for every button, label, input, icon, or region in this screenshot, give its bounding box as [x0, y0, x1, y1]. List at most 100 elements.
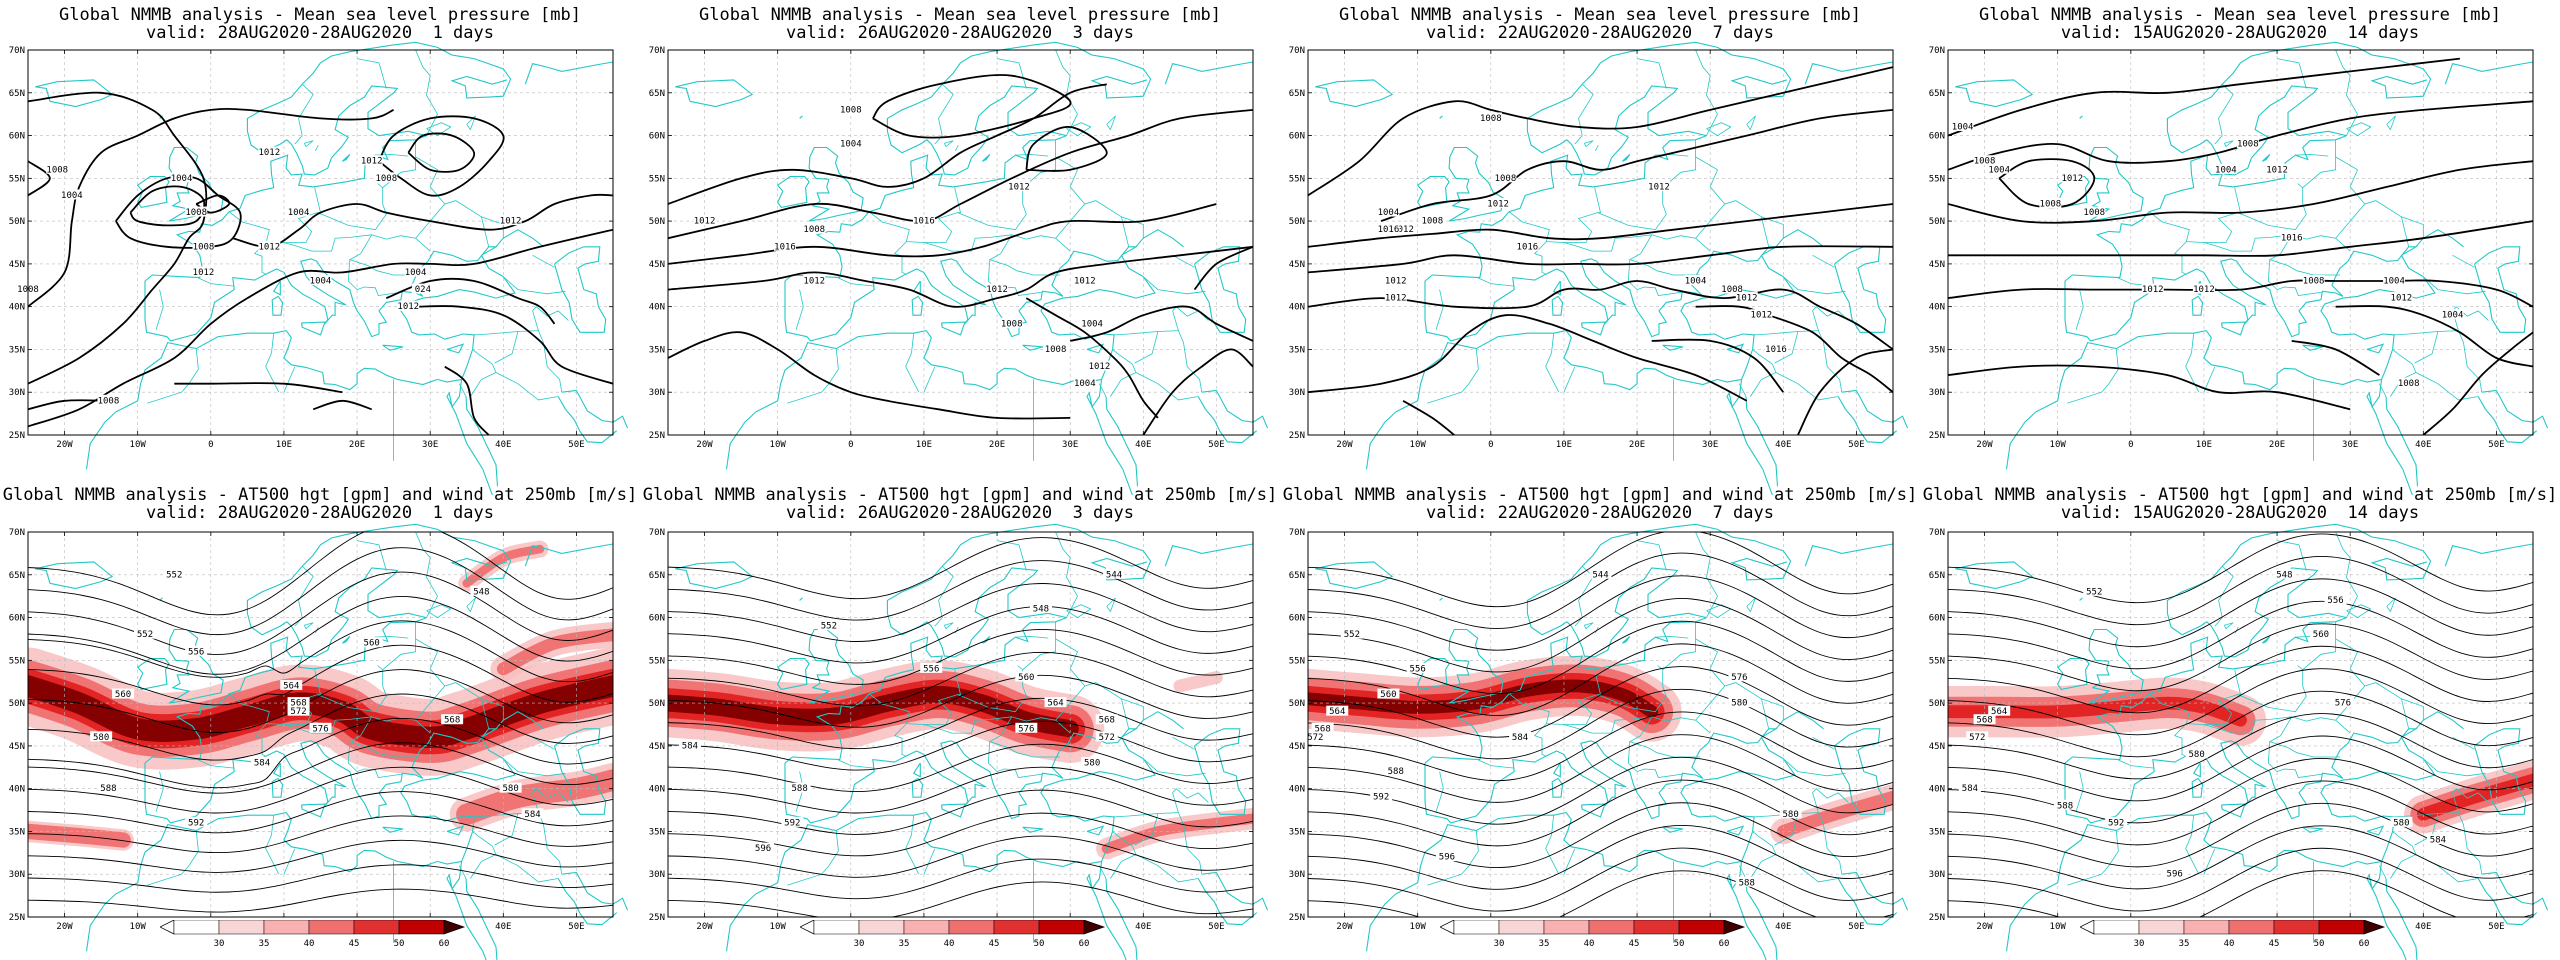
lat-tick-label: 40N	[1929, 785, 1945, 795]
colorbar-label: 40	[944, 939, 955, 949]
contour-label: 1004	[1685, 277, 1707, 287]
contour-label: 1008	[1721, 285, 1743, 295]
map-frame	[27, 531, 614, 918]
lon-tick-label: 20W	[1976, 440, 1993, 450]
lon-tick-label: 30E	[1062, 440, 1078, 450]
contour-label: 580	[1731, 699, 1747, 709]
contour-label: 584	[2430, 836, 2446, 846]
colorbar: 30 35 40 45 50 60	[1440, 920, 1746, 949]
contour-label: 1008	[2040, 200, 2062, 210]
colorbar-label: 40	[1584, 939, 1595, 949]
contour-label: 1008	[193, 242, 215, 252]
lon-tick-label: 40E	[1775, 922, 1791, 932]
contour-label: 1008	[2398, 379, 2420, 389]
contour-label: 1012	[2142, 285, 2164, 295]
contour-label: 1012	[258, 148, 280, 158]
contour-label: 1008	[803, 225, 825, 235]
lon-tick-label: 30E	[422, 440, 438, 450]
lon-tick-label: 10E	[1556, 440, 1572, 450]
lat-tick-label: 60N	[1289, 132, 1305, 142]
panel-subtitle: valid: 15AUG2020-28AUG2020 14 days	[2060, 23, 2420, 43]
colorbar-label: 60	[439, 939, 450, 949]
lat-tick-label: 65N	[649, 571, 665, 581]
colorbar-label: 45	[1629, 939, 1640, 949]
contour-label: 572	[1307, 733, 1323, 743]
lat-tick-label: 70N	[649, 46, 665, 56]
contour-lines	[668, 74, 1253, 435]
contour-label: 584	[524, 810, 540, 820]
map-canvas: 1008100410081012101210081012101610161012…	[1289, 41, 1909, 496]
lon-tick-label: 40E	[2415, 922, 2431, 932]
panel-subtitle: valid: 22AUG2020-28AUG2020 7 days	[1426, 503, 1774, 523]
lon-tick-label: 0	[208, 440, 213, 450]
contour-lines	[28, 91, 613, 435]
contour-label: 580	[2188, 750, 2204, 760]
contour-label: 572	[1099, 733, 1115, 743]
lat-tick-label: 55N	[1929, 174, 1945, 184]
lat-tick-label: 30N	[1929, 388, 1945, 398]
lat-tick-label: 25N	[649, 431, 665, 441]
lat-tick-label: 65N	[649, 89, 665, 99]
contour-label: 1004	[2215, 165, 2237, 175]
lat-tick-label: 60N	[1929, 614, 1945, 624]
graticule	[668, 50, 1253, 435]
contour-label: 1012	[1736, 294, 1758, 304]
contour-label: 580	[1084, 759, 1100, 769]
lat-tick-label: 45N	[1929, 260, 1945, 270]
contour-label: 568	[1314, 724, 1330, 734]
contour-label: 1016	[2281, 234, 2303, 244]
contour-label: 564	[1329, 707, 1345, 717]
contour-label: 552	[821, 622, 837, 632]
contour-label: 1012	[258, 242, 280, 252]
lat-tick-label: 35N	[9, 345, 25, 355]
colorbar-label: 35	[259, 939, 270, 949]
contour-lines	[1948, 57, 2533, 435]
colorbar-label: 50	[2314, 939, 2325, 949]
lon-tick-label: 20W	[696, 440, 713, 450]
colorbar-label: 30	[854, 939, 865, 949]
map-panel-mslp-1d: Global NMMB analysis - Mean sea level pr…	[0, 0, 640, 496]
map-frame	[1307, 49, 1894, 436]
contour-label: 584	[682, 741, 698, 751]
country-borders	[147, 531, 569, 943]
lon-tick-label: 40E	[1135, 440, 1151, 450]
contour-label: 1008	[1421, 217, 1443, 227]
panel-title: Global NMMB analysis - Mean sea level pr…	[699, 5, 1221, 25]
contour-label: 1012	[1648, 182, 1670, 192]
contour-label: 556	[1410, 664, 1426, 674]
lat-tick-label: 35N	[649, 345, 665, 355]
lat-tick-label: 55N	[1289, 174, 1305, 184]
colorbar: 30 35 40 45 50 60	[2080, 920, 2386, 949]
lon-tick-label: 50E	[2488, 440, 2504, 450]
lat-tick-label: 30N	[1929, 870, 1945, 880]
lat-tick-label: 55N	[1929, 656, 1945, 666]
map-canvas: 1008 1004 1012 1008 1012 1016 1016 1012 1012 1012…	[649, 41, 1269, 496]
lon-tick-label: 50E	[1848, 440, 1864, 450]
lat-tick-label: 25N	[9, 431, 25, 441]
colorbar-label: 30	[214, 939, 225, 949]
map-panel-hgt-1d: Global NMMB analysis - AT500 hgt [gpm] a…	[0, 480, 640, 960]
lat-tick-label: 25N	[1929, 913, 1945, 923]
contour-label: 564	[1991, 707, 2007, 717]
colorbar-label: 35	[2179, 939, 2190, 949]
colorbar-label: 45	[349, 939, 360, 949]
contour-lines	[1308, 66, 1893, 435]
contour-label: 1016	[774, 242, 796, 252]
colorbar-label: 45	[2269, 939, 2280, 949]
map-panel-mslp-3d: Global NMMB analysis - Mean sea level pr…	[640, 0, 1280, 496]
contour-lines	[668, 537, 1253, 917]
colorbar-label: 35	[1539, 939, 1550, 949]
lat-tick-label: 30N	[9, 388, 25, 398]
contour-label: 564	[283, 682, 299, 692]
colorbar-label: 45	[989, 939, 1000, 949]
colorbar-label: 40	[2224, 939, 2235, 949]
contour-label: 1004	[2383, 277, 2405, 287]
contour-label: 576	[1018, 724, 1034, 734]
lat-tick-label: 35N	[1929, 827, 1945, 837]
contour-label: 576	[312, 724, 328, 734]
lat-tick-label: 40N	[649, 303, 665, 313]
contour-label: 576	[2335, 699, 2351, 709]
panel-subtitle: valid: 26AUG2020-28AUG2020 3 days	[786, 503, 1134, 523]
lat-tick-label: 25N	[649, 913, 665, 923]
